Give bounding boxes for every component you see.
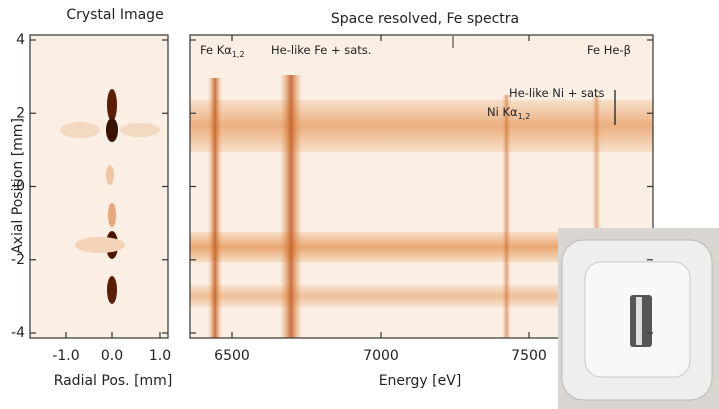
annotation: Ni Kα1,2: [487, 105, 530, 121]
left-title: Crystal Image: [66, 7, 163, 23]
x-tick-label: -1.0: [52, 348, 79, 364]
crystal-streaks: [60, 89, 160, 304]
annotation-subscript: 1,2: [518, 112, 531, 121]
annotation-text: He-like Ni + sats: [509, 86, 605, 100]
annotation: Fe He-β: [587, 43, 631, 57]
annotation-text: He-like Fe + sats.: [271, 43, 371, 57]
photo-inset: [558, 228, 719, 409]
x-tick-label: 1.0: [149, 348, 171, 364]
y-tick-label: -2: [11, 252, 25, 268]
y-axis-label: Axial Position [mm]: [10, 118, 26, 254]
annotation: He-like Ni + sats: [509, 86, 605, 100]
annotation-text: Fe Kα: [200, 43, 232, 57]
y-tick-label: 4: [16, 32, 25, 48]
annotation-text: Ni Kα: [487, 105, 518, 119]
annotation: Fe Kα1,2: [200, 43, 245, 59]
y-tick-label: 2: [16, 105, 25, 121]
right-x-label: Energy [eV]: [379, 373, 462, 389]
x-tick-label: 7500: [511, 348, 547, 364]
annotation: He-like Fe + sats.: [271, 43, 371, 57]
x-tick-label: 0.0: [101, 348, 123, 364]
annotation-subscript: 1,2: [232, 50, 245, 59]
x-tick-label: 6500: [214, 348, 250, 364]
left-x-label: Radial Pos. [mm]: [54, 373, 173, 389]
y-tick-label: 0: [16, 179, 25, 195]
right-title: Space resolved, Fe spectra: [331, 11, 519, 27]
crystal-image: [30, 35, 168, 338]
x-tick-label: 7000: [363, 348, 399, 364]
y-tick-label: -4: [11, 325, 25, 341]
annotation-text: Fe He-β: [587, 43, 631, 57]
